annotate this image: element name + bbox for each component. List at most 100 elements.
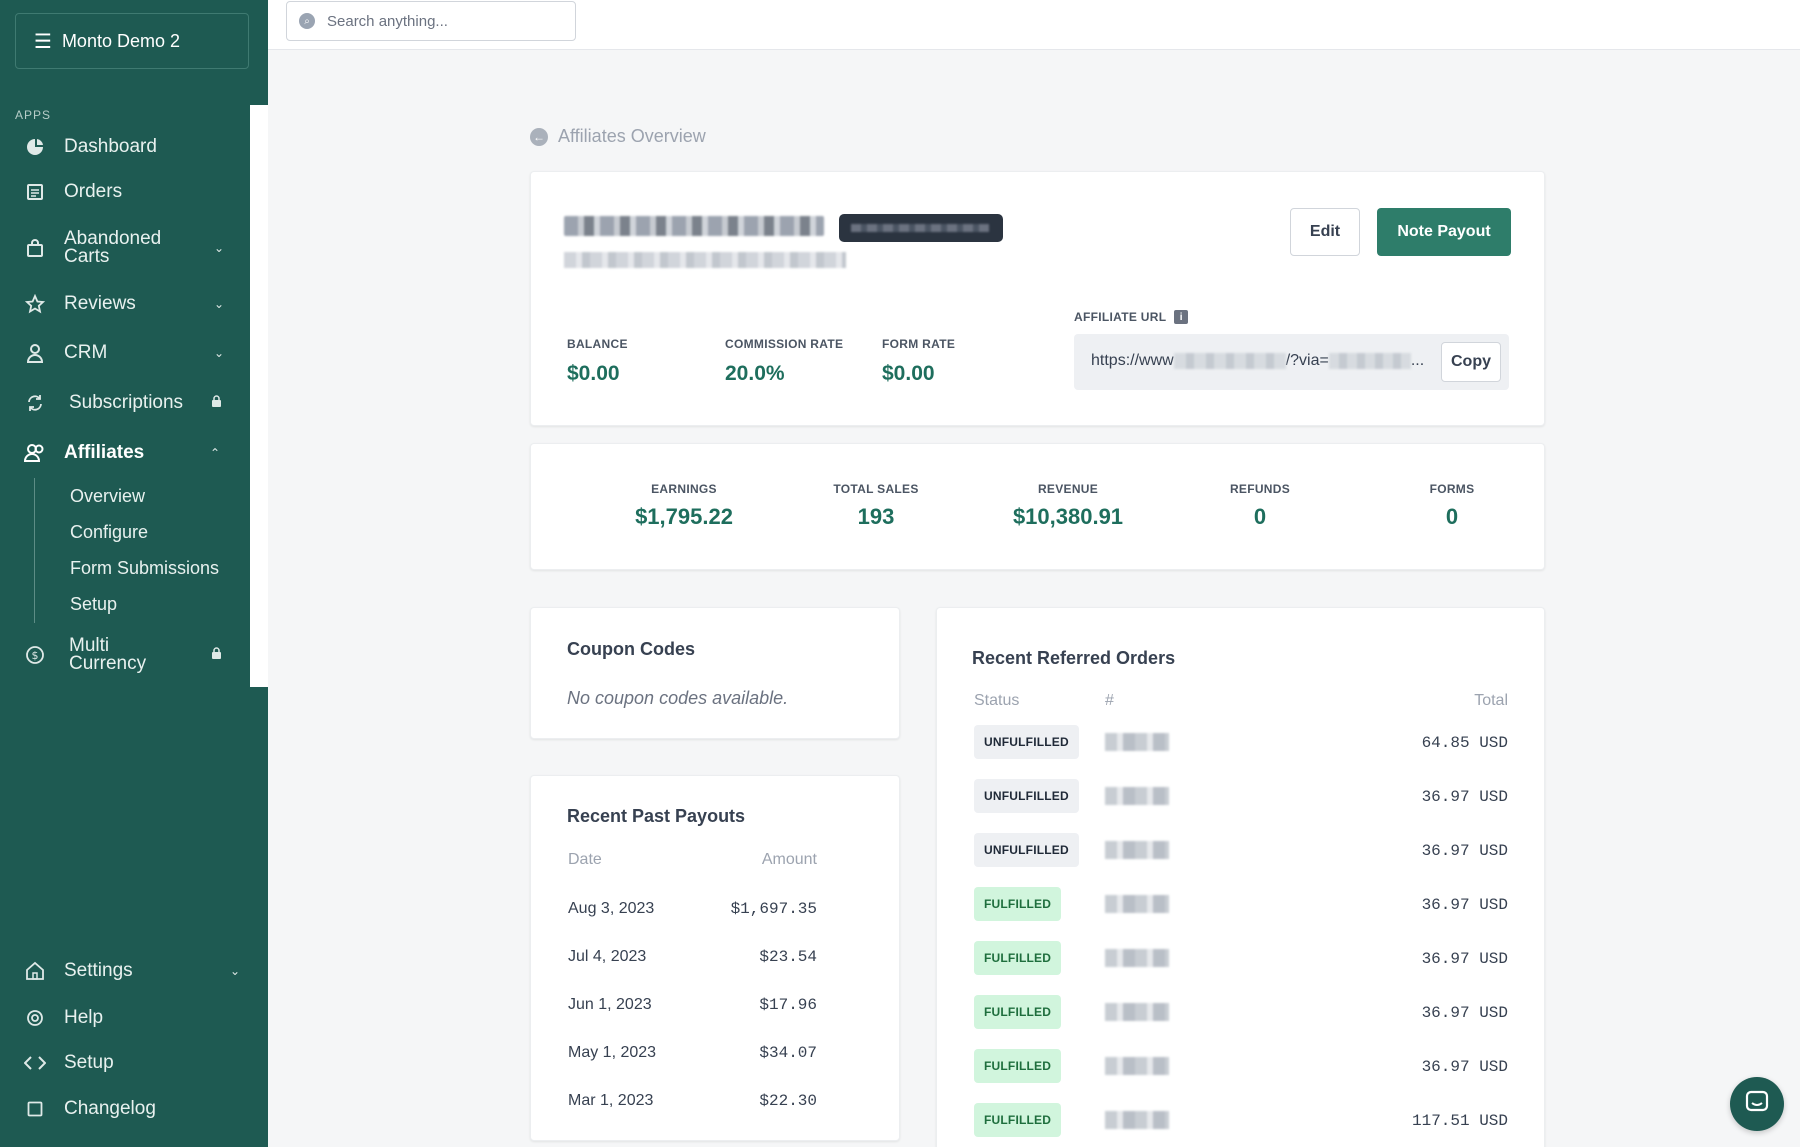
metrics-card: EARNINGS $1,795.22 TOTAL SALES 193 REVEN…	[530, 443, 1545, 570]
sidebar-item-setup[interactable]: Setup	[0, 1052, 268, 1074]
search-input[interactable]	[327, 12, 557, 30]
receipt-icon	[24, 181, 46, 203]
url-redacted-segment	[1328, 352, 1411, 369]
search-box[interactable]: ⌕	[286, 1, 576, 41]
order-total: 64.85 USD	[1421, 734, 1508, 752]
search-icon: ⌕	[299, 13, 315, 29]
payout-date: Aug 3, 2023	[568, 900, 655, 917]
payout-date: Mar 1, 2023	[568, 1092, 654, 1109]
recent-payouts-card: Recent Past Payouts Date Amount Aug 3, 2…	[530, 775, 900, 1141]
form-rate-value: $0.00	[882, 362, 935, 385]
users-icon	[24, 442, 46, 464]
order-total: 36.97 USD	[1421, 896, 1508, 914]
form-rate-label: FORM RATE	[882, 337, 956, 351]
submenu-item-overview[interactable]: Overview	[70, 486, 146, 506]
affiliate-name-redacted	[564, 216, 824, 236]
balance-value: $0.00	[567, 362, 620, 385]
sidebar-item-reviews[interactable]: Reviews ⌄	[0, 293, 268, 315]
lock-icon	[211, 395, 222, 411]
metric-value: $1,795.22	[635, 504, 733, 529]
column-header-date: Date	[568, 851, 602, 868]
sidebar-item-label: Reviews	[64, 293, 136, 314]
sidebar-item-changelog[interactable]: Changelog	[0, 1098, 268, 1120]
payout-amount: $22.30	[759, 1092, 817, 1110]
affiliate-email-redacted	[564, 252, 846, 268]
sidebar-item-abandoned-carts[interactable]: Abandoned Carts ⌄	[0, 228, 268, 268]
order-number-redacted	[1105, 787, 1169, 805]
lock-icon	[211, 647, 222, 663]
affiliate-summary-card: Edit Note Payout BALANCE $0.00 COMMISSIO…	[530, 171, 1545, 426]
metric-revenue: REVENUE $10,380.91	[973, 482, 1163, 530]
order-status-badge: UNFULFILLED	[974, 779, 1079, 813]
sidebar-item-label: Orders	[64, 181, 123, 202]
commission-rate-value: 20.0%	[725, 362, 785, 385]
sidebar-item-label: Multi Currency	[69, 635, 147, 674]
user-icon	[24, 342, 46, 364]
sidebar-item-settings[interactable]: Settings ⌄	[0, 960, 268, 982]
order-status-badge: UNFULFILLED	[974, 725, 1079, 759]
code-icon	[24, 1052, 46, 1074]
column-header-total: Total	[1474, 692, 1508, 709]
affiliate-url-label: AFFILIATE URL i	[1074, 310, 1189, 324]
affiliate-url-text: https://www /?via=...	[1091, 352, 1424, 370]
order-status-badge: FULFILLED	[974, 941, 1062, 975]
metric-earnings: EARNINGS $1,795.22	[589, 482, 779, 530]
shopping-bag-icon	[24, 237, 46, 259]
lifebuoy-icon	[24, 1007, 46, 1029]
apps-section-label: APPS	[15, 108, 52, 122]
sidebar-item-label: Subscriptions	[69, 392, 184, 413]
square-icon	[24, 1098, 46, 1120]
commission-rate-label: COMMISSION RATE	[725, 337, 844, 351]
back-link[interactable]: ← Affiliates Overview	[530, 126, 706, 147]
sidebar-item-crm[interactable]: CRM ⌄	[0, 342, 268, 364]
sidebar-item-help[interactable]: Help	[0, 1007, 268, 1029]
order-total: 117.51 USD	[1411, 1112, 1508, 1130]
order-number-redacted	[1105, 733, 1169, 751]
sidebar: ☰ Monto Demo 2 APPS Dashboard Orders Aba…	[0, 0, 268, 1147]
sidebar-item-dashboard[interactable]: Dashboard	[0, 136, 268, 158]
edit-button[interactable]: Edit	[1290, 208, 1360, 256]
affiliate-url-field[interactable]: https://www /?via=... Copy	[1074, 334, 1509, 390]
chat-launcher-button[interactable]	[1730, 1077, 1784, 1131]
note-payout-button[interactable]: Note Payout	[1377, 208, 1511, 256]
home-icon	[24, 960, 46, 982]
sidebar-item-affiliates[interactable]: Affiliates ⌃	[0, 442, 268, 464]
sidebar-item-label: Setup	[64, 1052, 114, 1073]
affiliate-url-suffix: ...	[1410, 352, 1425, 369]
affiliate-tag-redacted	[839, 214, 1003, 242]
sidebar-item-multi-currency[interactable]: $ Multi Currency	[0, 635, 268, 675]
order-total: 36.97 USD	[1421, 1058, 1508, 1076]
sidebar-item-label: Changelog	[64, 1098, 156, 1119]
column-header-status: Status	[974, 692, 1020, 709]
submenu-item-form-submissions[interactable]: Form Submissions	[70, 558, 220, 578]
chevron-down-icon: ⌄	[213, 346, 224, 360]
order-number-redacted	[1105, 841, 1169, 859]
chevron-down-icon: ⌄	[213, 241, 224, 255]
order-number-redacted	[1105, 1111, 1169, 1129]
column-header-number: #	[1105, 692, 1114, 709]
chevron-up-icon: ⌃	[209, 446, 220, 460]
submenu-item-setup[interactable]: Setup	[70, 594, 118, 614]
hamburger-menu-icon: ☰	[34, 30, 52, 53]
info-icon[interactable]: i	[1174, 310, 1189, 324]
sidebar-item-orders[interactable]: Orders	[0, 181, 268, 203]
submenu-item-configure[interactable]: Configure	[70, 522, 149, 542]
recent-payouts-title: Recent Past Payouts	[567, 806, 746, 826]
sidebar-item-label: Abandoned Carts	[64, 228, 162, 267]
payout-date: Jul 4, 2023	[568, 948, 647, 965]
chevron-down-icon: ⌄	[213, 297, 224, 311]
dollar-circle-icon: $	[24, 644, 46, 666]
sidebar-item-subscriptions[interactable]: Subscriptions	[0, 392, 268, 414]
store-name: Monto Demo 2	[61, 30, 180, 51]
refresh-icon	[24, 392, 46, 414]
affiliate-url-mid: /?via=	[1285, 352, 1329, 369]
store-switcher-button[interactable]: ☰ Monto Demo 2	[15, 13, 249, 69]
metric-forms: FORMS 0	[1357, 482, 1547, 530]
sidebar-item-label: Dashboard	[64, 136, 157, 157]
sidebar-item-label: Affiliates	[64, 442, 145, 463]
copy-url-button[interactable]: Copy	[1441, 342, 1501, 382]
order-number-redacted	[1105, 895, 1169, 913]
sidebar-scroll-edge	[250, 105, 268, 687]
order-total: 36.97 USD	[1421, 842, 1508, 860]
chat-icon	[1744, 1089, 1770, 1120]
